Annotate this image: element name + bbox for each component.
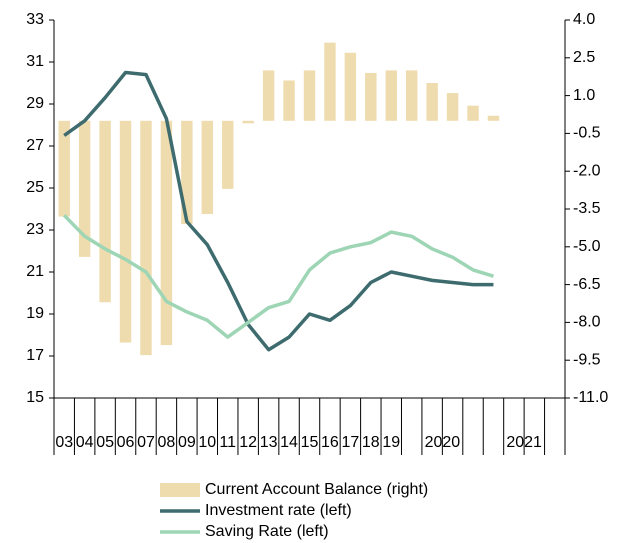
y2-tick-label: -5.0 (573, 238, 601, 255)
y2-tick-label: -0.5 (573, 125, 601, 142)
y2-tick-label: 2.5 (573, 49, 595, 66)
x-tick-label: 12 (239, 434, 257, 451)
y2-tick-label: 1.0 (573, 87, 595, 104)
bar (426, 83, 438, 121)
x-tick-label: 19 (382, 434, 400, 451)
bar (324, 42, 336, 121)
legend-label: Investment rate (left) (205, 502, 352, 519)
x-tick-label: 11 (219, 434, 236, 451)
bar (160, 120, 173, 346)
x-tick-label: 07 (137, 434, 155, 451)
y2-tick-label: -9.5 (573, 351, 601, 368)
x-tick-label: 15 (301, 434, 319, 451)
x-tick-label: 14 (280, 434, 298, 451)
y-tick-label: 19 (26, 305, 44, 322)
bar (283, 80, 295, 121)
bar (119, 120, 132, 343)
y-tick-label: 31 (26, 53, 44, 70)
bar (78, 120, 91, 257)
bar (222, 120, 234, 189)
x-tick-label: 2020 (425, 434, 461, 451)
line (63, 70, 494, 352)
bar (242, 120, 254, 124)
legend-label: Saving Rate (left) (205, 523, 329, 540)
bar (365, 72, 377, 121)
x-tick-label: 18 (362, 434, 380, 451)
x-tick-label: 06 (117, 434, 135, 451)
x-tick-label: 03 (55, 434, 73, 451)
bar (303, 70, 316, 121)
legend-swatch (160, 483, 200, 497)
bar (385, 70, 397, 121)
line (62, 214, 494, 339)
y-tick-label: 25 (26, 179, 44, 196)
y-tick-label: 27 (26, 137, 44, 154)
bar (344, 52, 357, 121)
x-tick-label: 09 (178, 434, 196, 451)
legend-label: Current Account Balance (right) (205, 481, 428, 498)
y2-tick-label: 4.0 (573, 11, 595, 28)
y2-tick-label: -8.0 (573, 314, 601, 331)
x-tick-label: 10 (198, 434, 216, 451)
bar (446, 93, 459, 121)
x-tick-label: 13 (260, 434, 278, 451)
y-tick-label: 29 (26, 95, 44, 112)
bar (181, 120, 193, 225)
x-tick-label: 17 (341, 434, 359, 451)
y-tick-label: 15 (26, 389, 44, 406)
bar (467, 105, 479, 121)
y2-tick-label: -3.5 (573, 200, 601, 217)
bar (99, 120, 111, 303)
y-tick-label: 23 (26, 221, 44, 238)
y2-tick-label: -11.0 (573, 389, 608, 406)
bar (140, 120, 152, 356)
bar (487, 115, 500, 121)
y2-tick-label: -6.5 (573, 276, 601, 293)
y-tick-label: 33 (26, 11, 44, 28)
x-tick-label: 08 (158, 434, 176, 451)
x-tick-label: 16 (321, 434, 339, 451)
bar (262, 70, 275, 121)
bar (405, 70, 418, 121)
bar (201, 120, 214, 215)
y-tick-label: 17 (26, 347, 44, 364)
x-tick-label: 05 (96, 434, 114, 451)
y-tick-label: 21 (26, 263, 44, 280)
x-tick-label: 04 (76, 434, 94, 451)
bar (58, 120, 70, 217)
y2-tick-label: -2.0 (573, 162, 601, 179)
x-tick-label: 2021 (506, 434, 542, 451)
